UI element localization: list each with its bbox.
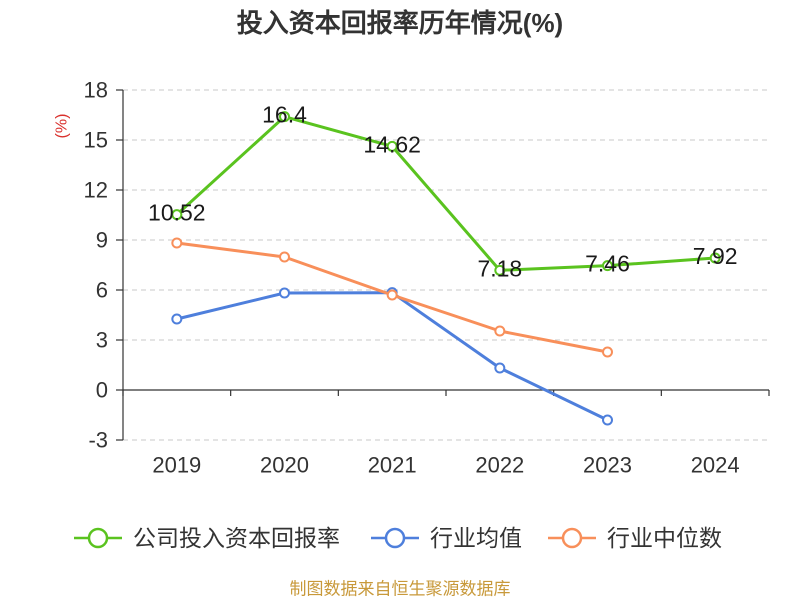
x-tick-label-4: 2023 [583, 453, 632, 478]
chart-title: 投入资本回报率历年情况(%) [237, 8, 563, 38]
y-tick-label-4: 6 [96, 278, 108, 303]
legend-circle-icon [561, 527, 583, 549]
data-point-s0-5[interactable] [709, 252, 721, 264]
legend-label-industry-mean: 行业均值 [430, 525, 522, 551]
y-tick-label-7: -3 [88, 428, 108, 453]
data-point-s0-3[interactable] [494, 264, 506, 276]
data-point-s2-0[interactable] [171, 237, 183, 249]
data-point-s2-2[interactable] [386, 289, 398, 301]
data-label-s0-3: 7.18 [477, 255, 522, 281]
data-point-s1-4[interactable] [602, 414, 613, 426]
y-tick-label-6: 0 [96, 378, 108, 403]
x-tick-label-2: 2021 [368, 453, 417, 478]
legend-label-industry-median: 行业中位数 [607, 525, 722, 551]
data-point-s0-4[interactable] [602, 260, 613, 272]
y-tick-label-2: 12 [84, 178, 108, 203]
y-tick-label-0: 18 [84, 78, 108, 103]
data-point-s0-2[interactable] [386, 140, 398, 152]
legend-circle-icon [87, 527, 109, 549]
x-tick-label-5: 2024 [691, 453, 740, 478]
data-source-note: 制图数据来自恒生聚源数据库 [290, 580, 511, 599]
data-point-s2-3[interactable] [494, 325, 506, 337]
series-layer [171, 111, 721, 426]
data-point-s1-1[interactable] [279, 287, 290, 299]
legend-label-company-roic: 公司投入资本回报率 [133, 525, 340, 551]
data-point-s1-3[interactable] [494, 362, 506, 374]
y-tick-label-3: 9 [96, 228, 108, 253]
data-label-layer: 10.52 16.4 14.62 7.18 7.46 7.92 [148, 102, 737, 282]
y-tick-label-1: 15 [84, 128, 108, 153]
data-point-s0-1[interactable] [279, 111, 290, 123]
legend-circle-icon [384, 527, 406, 549]
series-line-1 [175, 291, 609, 422]
data-point-s2-4[interactable] [602, 346, 613, 358]
legend: 公司投入资本回报率 行业均值 行业中位数 [74, 525, 722, 551]
data-label-s0-4: 7.46 [585, 251, 630, 277]
data-label-s0-1: 16.4 [262, 102, 307, 128]
legend-item-industry-mean[interactable]: 行业均值 [371, 525, 522, 551]
legend-item-company-roic[interactable]: 公司投入资本回报率 [74, 525, 340, 551]
data-label-s0-0: 10.52 [148, 200, 206, 226]
legend-item-industry-median[interactable]: 行业中位数 [548, 525, 722, 551]
grid-layer [123, 89, 769, 441]
y-tick-label-5: 3 [96, 328, 108, 353]
series-line-0 [175, 115, 717, 272]
x-tick-label-0: 2019 [152, 453, 201, 478]
data-point-s1-0[interactable] [171, 313, 183, 325]
data-label-s0-2: 14.62 [363, 131, 421, 157]
axis-layer: 18 15 12 9 6 3 0 -3 2019 2020 2021 2022 2023 2024 [84, 78, 770, 478]
x-tick-label-1: 2020 [260, 453, 309, 478]
data-point-s0-0[interactable] [171, 209, 183, 221]
y-axis-title: (%) [54, 114, 71, 139]
data-point-s2-1[interactable] [279, 251, 290, 263]
x-tick-label-3: 2022 [475, 453, 524, 478]
data-label-s0-5: 7.92 [693, 243, 738, 269]
